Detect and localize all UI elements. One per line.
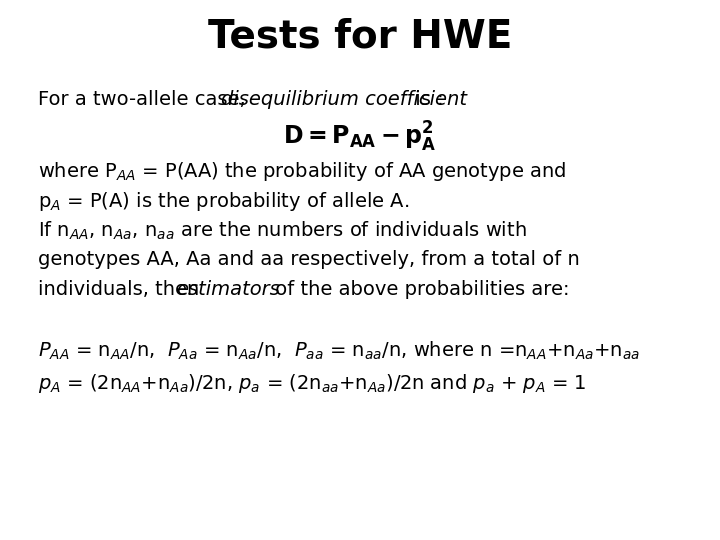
Text: Tests for HWE: Tests for HWE <box>208 18 512 56</box>
Text: If n$_{AA}$, n$_{Aa}$, n$_{aa}$ are the numbers of individuals with: If n$_{AA}$, n$_{Aa}$, n$_{aa}$ are the … <box>38 220 526 242</box>
Text: genotypes AA, Aa and aa respectively, from a total of n: genotypes AA, Aa and aa respectively, fr… <box>38 250 580 269</box>
Text: where P$_{AA}$ = P(AA) the probability of AA genotype and: where P$_{AA}$ = P(AA) the probability o… <box>38 160 567 183</box>
Text: individuals, then: individuals, then <box>38 280 205 299</box>
Text: $\mathbf{D = P_{AA} - p_{A}^{2}}$: $\mathbf{D = P_{AA} - p_{A}^{2}}$ <box>284 120 436 154</box>
Text: is :: is : <box>409 90 444 109</box>
Text: of the above probabilities are:: of the above probabilities are: <box>269 280 570 299</box>
Text: disequilibrium coefficient: disequilibrium coefficient <box>221 90 467 109</box>
Text: $\it{P}_{AA}$ = n$_{AA}$/n,  $\it{P}_{Aa}$ = n$_{Aa}$/n,  $\it{P}_{aa}$ = n$_{aa: $\it{P}_{AA}$ = n$_{AA}$/n, $\it{P}_{Aa}… <box>38 340 640 362</box>
Text: For a two-allele case,: For a two-allele case, <box>38 90 252 109</box>
Text: estimators: estimators <box>176 280 280 299</box>
Text: p$_A$ = P(A) is the probability of allele A.: p$_A$ = P(A) is the probability of allel… <box>38 190 409 213</box>
Text: $\it{p}_A$ = (2n$_{AA}$+n$_{Aa}$)/2n, $\it{p}_a$ = (2n$_{aa}$+n$_{Aa}$)/2n and $: $\it{p}_A$ = (2n$_{AA}$+n$_{Aa}$)/2n, $\… <box>38 372 587 395</box>
